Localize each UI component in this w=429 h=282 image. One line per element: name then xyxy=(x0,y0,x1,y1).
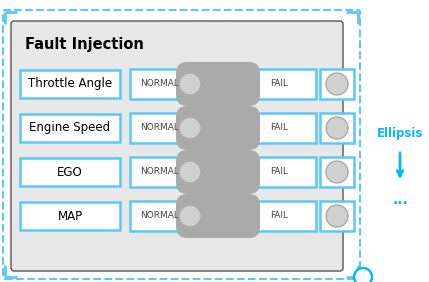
Text: NORMAL: NORMAL xyxy=(140,212,179,221)
Text: FAIL: FAIL xyxy=(270,124,288,133)
FancyBboxPatch shape xyxy=(176,106,260,150)
FancyBboxPatch shape xyxy=(20,158,120,186)
FancyBboxPatch shape xyxy=(320,113,354,143)
Text: NORMAL: NORMAL xyxy=(140,80,179,89)
Circle shape xyxy=(179,73,201,95)
Ellipse shape xyxy=(354,268,372,282)
Circle shape xyxy=(179,161,201,183)
Circle shape xyxy=(326,205,348,227)
FancyBboxPatch shape xyxy=(176,194,260,238)
Text: EGO: EGO xyxy=(57,166,83,179)
FancyBboxPatch shape xyxy=(20,114,120,142)
Circle shape xyxy=(326,117,348,139)
FancyBboxPatch shape xyxy=(11,21,343,271)
Text: NORMAL: NORMAL xyxy=(140,124,179,133)
Text: Throttle Angle: Throttle Angle xyxy=(28,78,112,91)
Text: Ellipsis: Ellipsis xyxy=(377,127,423,140)
Circle shape xyxy=(326,161,348,183)
Text: FAIL: FAIL xyxy=(270,168,288,177)
Text: Fault Injection: Fault Injection xyxy=(25,36,144,52)
FancyBboxPatch shape xyxy=(20,202,120,230)
FancyBboxPatch shape xyxy=(320,157,354,187)
Circle shape xyxy=(179,117,201,139)
Text: FAIL: FAIL xyxy=(270,212,288,221)
Text: ...: ... xyxy=(392,193,408,207)
FancyBboxPatch shape xyxy=(130,157,316,187)
Text: FAIL: FAIL xyxy=(270,80,288,89)
Text: MAP: MAP xyxy=(57,210,82,222)
FancyBboxPatch shape xyxy=(130,113,316,143)
FancyBboxPatch shape xyxy=(20,70,120,98)
Text: Engine Speed: Engine Speed xyxy=(30,122,111,135)
Circle shape xyxy=(326,73,348,95)
FancyBboxPatch shape xyxy=(176,62,260,106)
FancyBboxPatch shape xyxy=(320,69,354,99)
Text: NORMAL: NORMAL xyxy=(140,168,179,177)
FancyBboxPatch shape xyxy=(176,150,260,194)
Circle shape xyxy=(179,205,201,227)
FancyBboxPatch shape xyxy=(320,201,354,231)
FancyBboxPatch shape xyxy=(130,201,316,231)
FancyBboxPatch shape xyxy=(130,69,316,99)
